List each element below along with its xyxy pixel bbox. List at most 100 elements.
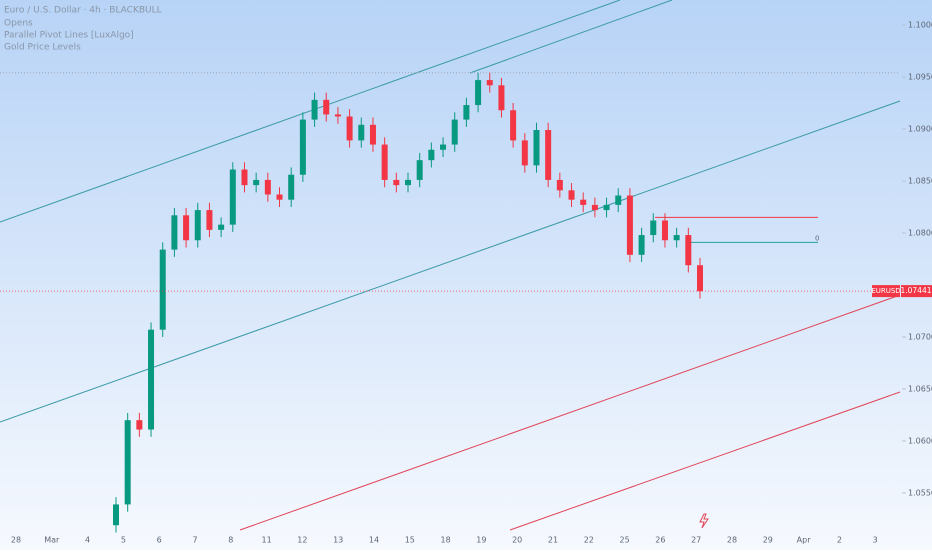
y-tick-label: 1.09000: [908, 124, 932, 133]
candle-body: [264, 179, 271, 195]
x-tick-label: 27: [691, 536, 701, 545]
x-tick-label: 13: [333, 536, 343, 545]
x-tick-label: 29: [763, 536, 773, 545]
y-tick-label: 1.10000: [908, 20, 932, 29]
candle-body: [615, 195, 622, 205]
candle-body: [673, 235, 680, 241]
candle-body: [533, 130, 540, 166]
candle-body: [486, 80, 493, 86]
candle-body: [113, 504, 119, 526]
candle-body: [638, 235, 645, 255]
price-tag: [901, 285, 932, 298]
x-tick-label: 21: [548, 536, 558, 545]
candle-body: [393, 179, 400, 186]
candle-body: [416, 160, 423, 180]
candle-body: [510, 110, 517, 141]
x-tick-label: 14: [369, 536, 379, 545]
candle-body: [369, 124, 376, 145]
x-tick-label: 25: [620, 536, 630, 545]
candle-body: [591, 204, 598, 211]
y-tick-label: 1.08000: [908, 228, 932, 237]
channel-line: [0, 0, 621, 223]
level-label: 0: [815, 234, 819, 242]
candle-body: [697, 265, 703, 292]
y-tick-label: 1.05500: [908, 488, 932, 497]
candle-body: [580, 199, 587, 205]
x-tick-label: 20: [512, 536, 522, 545]
candle-body: [334, 114, 341, 117]
symbol-label: EURUSD: [871, 287, 900, 295]
legend-item: Parallel Pivot Lines [LuxAlgo]: [4, 31, 134, 41]
x-tick-label: 5: [121, 536, 126, 545]
x-tick-label: Mar: [44, 536, 60, 545]
candle-body: [241, 169, 248, 186]
candle-body: [475, 80, 482, 106]
candle-body: [346, 116, 353, 141]
candle-body: [650, 220, 657, 236]
candle-body: [183, 215, 190, 241]
candle-body: [136, 420, 143, 430]
candle-body: [463, 105, 470, 120]
candle-body: [299, 119, 306, 175]
candle-body: [311, 99, 318, 120]
x-tick-label: 28: [727, 536, 737, 545]
candle-body: [159, 249, 166, 330]
x-tick-label: 22: [584, 536, 594, 545]
candle-body: [405, 179, 411, 186]
candle-body: [229, 169, 236, 225]
y-tick-label: 1.08500: [908, 176, 932, 185]
candle-body: [521, 140, 528, 166]
x-tick-label: 4: [85, 536, 90, 545]
candle-body: [498, 85, 505, 111]
x-tick-label: 6: [157, 536, 162, 545]
candle-body: [545, 130, 552, 180]
candle-body: [381, 144, 388, 180]
candle-body: [661, 220, 668, 241]
candle-body: [323, 99, 330, 115]
last-price-label: 1.07441: [900, 286, 931, 295]
candle-body: [556, 179, 563, 191]
candle-body: [603, 204, 610, 211]
y-tick-label: 1.09500: [908, 72, 932, 81]
x-tick-label: 19: [476, 536, 486, 545]
candle-body: [451, 119, 458, 145]
candle-body: [626, 195, 633, 255]
candle-body: [276, 194, 283, 200]
candle-body: [148, 329, 155, 430]
legend-item: Opens: [4, 19, 33, 29]
candle-body: [206, 210, 213, 230]
channel-line: [509, 391, 901, 531]
candle-body: [194, 210, 201, 241]
channel-line: [469, 0, 673, 74]
y-tick-label: 1.06000: [908, 436, 932, 445]
candle-body: [218, 224, 225, 230]
x-tick-label: 3: [873, 536, 878, 545]
candle-body: [428, 149, 435, 161]
x-tick-label: Apr: [797, 536, 812, 545]
y-tick-label: 1.06500: [908, 384, 932, 393]
candle-body: [568, 190, 575, 200]
candle-body: [685, 235, 692, 266]
x-tick-label: 12: [297, 536, 307, 545]
x-tick-label: 18: [441, 536, 451, 545]
candle-body: [253, 179, 260, 186]
candle-body: [124, 420, 131, 505]
y-tick-label: 1.07000: [908, 332, 932, 341]
channel-line: [239, 294, 901, 531]
event-icon: [699, 513, 709, 529]
x-tick-label: 8: [228, 536, 233, 545]
legend-item: Gold Price Levels: [4, 43, 81, 53]
candle-body: [288, 174, 295, 200]
symbol-tag: [872, 285, 900, 298]
x-tick-label: 15: [405, 536, 415, 545]
x-tick-label: 11: [262, 536, 272, 545]
x-tick-label: 7: [192, 536, 197, 545]
candle-body: [358, 124, 365, 141]
legend: Euro / U.S. Dollar · 4h · BLACKBULL Open…: [4, 6, 162, 53]
candle-body: [171, 215, 178, 250]
candle-body: [440, 144, 447, 150]
x-tick-label: 26: [655, 536, 665, 545]
legend-item: Euro / U.S. Dollar · 4h · BLACKBULL: [4, 6, 162, 16]
